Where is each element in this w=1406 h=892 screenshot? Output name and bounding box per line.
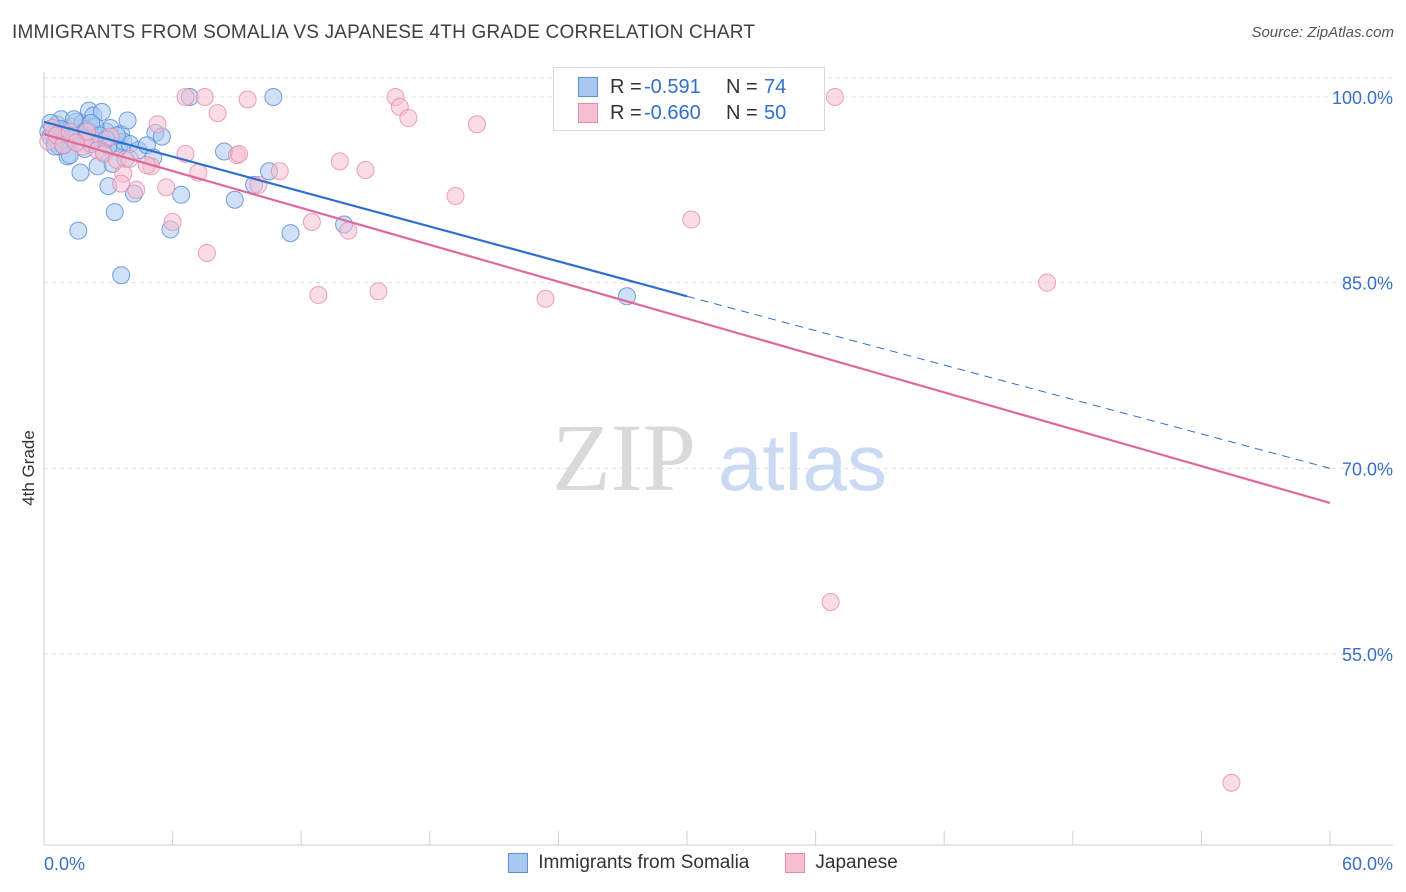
- legend-item-somalia[interactable]: Immigrants from Somalia: [508, 852, 749, 874]
- somalia-point: [69, 221, 88, 240]
- japanese-point: [270, 162, 289, 181]
- somalia-point: [225, 190, 244, 209]
- japanese-point: [399, 109, 418, 128]
- x-tick-label: 0.0%: [44, 854, 85, 874]
- somalia-point: [112, 266, 131, 285]
- japanese-point: [112, 174, 131, 193]
- r-value: -0.660: [644, 101, 701, 124]
- chart-title: IMMIGRANTS FROM SOMALIA VS JAPANESE 4TH …: [12, 22, 756, 43]
- y-tick-label: 85.0%: [1342, 274, 1393, 294]
- legend-row-japanese: R = -0.660 N = 50: [578, 100, 786, 126]
- japanese-point: [176, 88, 195, 106]
- japanese-point: [356, 161, 375, 180]
- japanese-point: [1038, 273, 1057, 292]
- r-value: -0.591: [644, 75, 701, 98]
- somalia-point: [71, 163, 90, 182]
- r-label: R =: [610, 101, 642, 124]
- japanese-point: [825, 88, 844, 106]
- japanese-point: [467, 115, 486, 134]
- series-legend: Immigrants from Somalia Japanese: [0, 852, 1406, 874]
- japanese-trend-line: [43, 133, 1331, 505]
- correlation-legend: R = -0.591 N = 74 R = -0.660 N = 50: [553, 67, 825, 131]
- japanese-swatch: [785, 853, 806, 873]
- watermark-zip: ZIP: [552, 404, 696, 511]
- japanese-point: [309, 286, 328, 305]
- trend-lines: [43, 120, 1331, 505]
- legend-item-japanese[interactable]: Japanese: [785, 852, 898, 874]
- somalia-point: [92, 102, 111, 121]
- japanese-point: [148, 115, 167, 134]
- japanese-point: [682, 210, 701, 229]
- japanese-point: [339, 221, 358, 240]
- japanese-point: [163, 213, 182, 232]
- japanese-point: [157, 178, 176, 197]
- x-tick-label: 60.0%: [1342, 854, 1393, 874]
- japanese-point: [536, 289, 555, 308]
- japanese-point: [238, 90, 257, 109]
- japanese-point: [127, 180, 146, 199]
- somalia-point: [118, 111, 137, 130]
- somalia-point: [281, 224, 300, 243]
- japanese-point: [821, 593, 840, 612]
- source-label: Source: ZipAtlas.com: [1251, 24, 1394, 41]
- legend-label: Immigrants from Somalia: [538, 852, 750, 873]
- r-label: R =: [610, 75, 642, 98]
- japanese-swatch: [578, 103, 598, 123]
- somalia-swatch: [508, 853, 529, 873]
- japanese-point: [302, 213, 321, 232]
- somalia-point: [172, 185, 191, 204]
- japanese-point: [369, 282, 388, 301]
- japanese-point: [197, 243, 216, 262]
- somalia-swatch: [578, 77, 598, 97]
- series-somalia: [39, 88, 636, 306]
- watermark-atlas: atlas: [718, 418, 887, 507]
- japanese-point: [195, 88, 214, 106]
- y-tick-label: 55.0%: [1342, 645, 1393, 665]
- n-value: 50: [764, 101, 787, 124]
- somalia-point: [264, 88, 283, 106]
- somalia-trend-line: [43, 120, 688, 298]
- legend-label: Japanese: [815, 852, 898, 873]
- tick-labels: 55.0% 70.0% 85.0% 100.0% 0.0% 60.0%: [44, 88, 1393, 874]
- y-tick-label: 70.0%: [1342, 459, 1393, 479]
- japanese-point: [330, 152, 349, 171]
- japanese-point: [1222, 773, 1241, 792]
- legend-row-somalia: R = -0.591 N = 74: [578, 74, 786, 100]
- y-tick-label: 100.0%: [1332, 88, 1393, 108]
- gridlines: [44, 77, 1393, 655]
- japanese-point: [446, 187, 465, 206]
- n-label: N =: [726, 101, 758, 124]
- japanese-point: [230, 144, 249, 163]
- n-value: 74: [764, 75, 787, 98]
- japanese-point: [101, 127, 120, 146]
- japanese-point: [208, 104, 227, 123]
- n-label: N =: [726, 75, 758, 98]
- y-axis-label: 4th Grade: [19, 430, 38, 506]
- axes: [43, 72, 1393, 846]
- somalia-point: [105, 203, 124, 222]
